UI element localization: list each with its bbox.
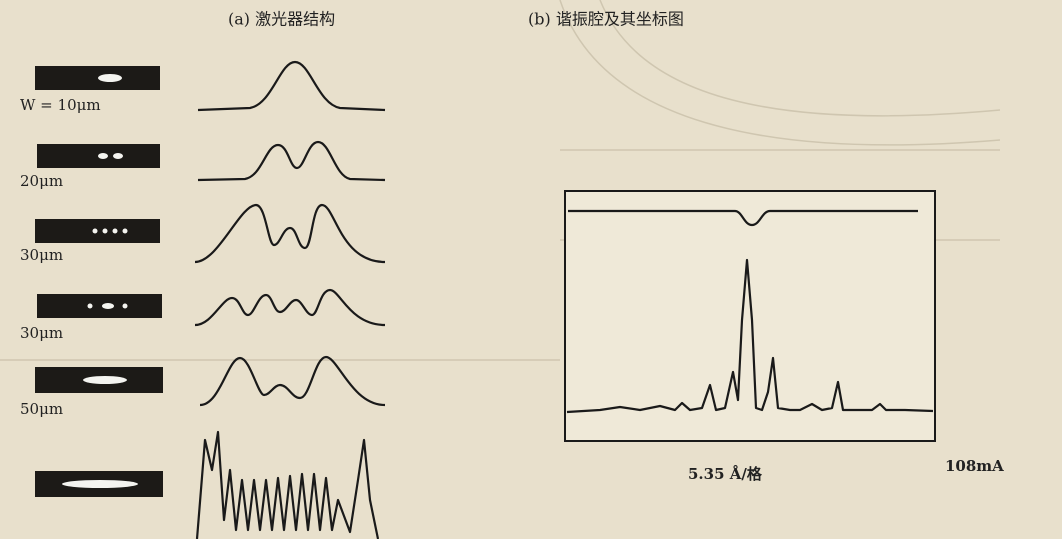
- page: (a) 激光器结构 (b) 谐振腔及其坐标图 W = 10μm 20μm 30μ…: [0, 0, 1062, 539]
- width-label: 30μm: [20, 246, 63, 264]
- panel-a-title: (a) 激光器结构: [228, 10, 335, 29]
- width-label: W = 10μm: [20, 96, 101, 114]
- panel-b-title: (b) 谐振腔及其坐标图: [528, 10, 684, 29]
- current-label: 108mA: [945, 457, 1004, 475]
- width-label: 20μm: [20, 172, 63, 190]
- width-label: 30μm: [20, 324, 63, 342]
- width-label: 50μm: [20, 400, 63, 418]
- scale-label: 5.35 Å/格: [688, 465, 763, 483]
